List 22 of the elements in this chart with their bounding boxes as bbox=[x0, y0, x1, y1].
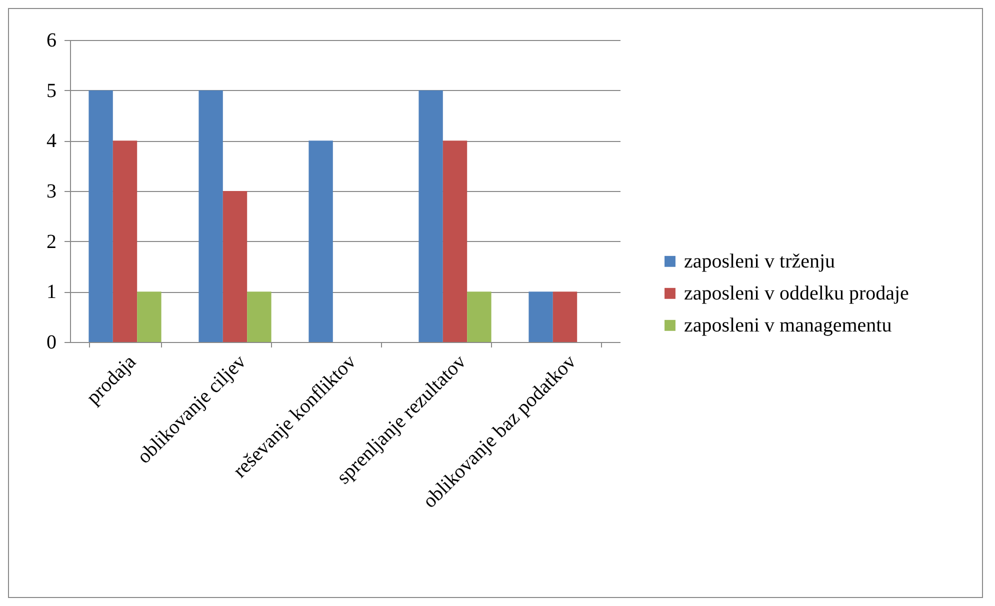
bar bbox=[247, 292, 272, 342]
y-tick-label: 4 bbox=[46, 130, 56, 152]
y-tick-label: 0 bbox=[46, 332, 56, 354]
legend-label: zaposleni v trženju bbox=[684, 250, 836, 272]
y-tick-label: 3 bbox=[46, 180, 56, 202]
y-tick-label: 5 bbox=[46, 80, 56, 102]
bar bbox=[88, 90, 113, 342]
bar bbox=[137, 292, 162, 342]
y-tick-label: 6 bbox=[46, 30, 56, 52]
bar bbox=[552, 292, 578, 342]
bar bbox=[198, 90, 223, 342]
y-tick-label: 1 bbox=[46, 281, 56, 304]
bar bbox=[467, 292, 492, 342]
legend-label: zaposleni v oddelku prodaje bbox=[684, 282, 910, 304]
bar bbox=[442, 140, 468, 342]
legend-label: zaposleni v managementu bbox=[684, 314, 892, 336]
bar bbox=[418, 90, 443, 342]
y-tick-label: 2 bbox=[46, 230, 56, 253]
bar bbox=[112, 140, 138, 342]
bar bbox=[222, 191, 248, 342]
bar bbox=[308, 140, 333, 342]
bar bbox=[528, 292, 553, 342]
